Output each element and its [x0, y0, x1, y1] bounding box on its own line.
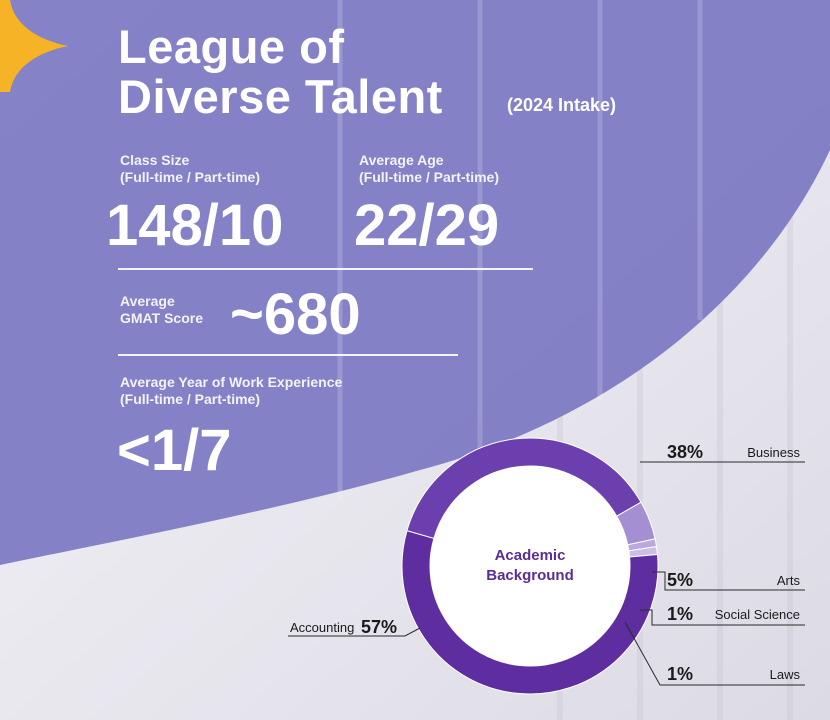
page-title: League of Diverse Talent: [118, 22, 443, 122]
intake-label: (2024 Intake): [507, 95, 617, 115]
class-size-value: 148/10: [106, 193, 284, 258]
leader-accounting: [288, 627, 421, 637]
work-experience-label: Average Year of Work Experience (Full-ti…: [120, 374, 342, 408]
class-size-label: Class Size (Full-time / Part-time): [120, 152, 260, 186]
work-experience-label-line2: (Full-time / Part-time): [120, 391, 261, 407]
leader-social-science: [640, 609, 805, 626]
category-label-social-science: Social Science: [715, 607, 800, 622]
donut-center: [430, 466, 630, 666]
value-label-business: 38%: [667, 442, 703, 462]
divider-2: [118, 354, 458, 356]
value-label-laws: 1%: [667, 664, 693, 684]
star-accent: [0, 0, 68, 92]
average-age-label: Average Age (Full-time / Part-time): [359, 152, 499, 186]
purple-wash-shape: [0, 0, 830, 565]
title-line-1: League of: [118, 20, 345, 73]
class-size-label-line2: (Full-time / Part-time): [120, 169, 261, 185]
category-label-business: Business: [747, 445, 800, 460]
value-label-social-science: 1%: [667, 604, 693, 624]
work-experience-value: <1/7: [117, 418, 232, 483]
chart-title-line2: Background: [486, 567, 574, 584]
leader-arts: [652, 571, 805, 591]
gmat-label-line2: GMAT Score: [120, 310, 203, 326]
work-experience-label-line1: Average Year of Work Experience: [120, 374, 343, 390]
value-label-accounting: 57%: [361, 617, 397, 637]
average-age-value: 22/29: [354, 193, 500, 258]
gmat-label: Average GMAT Score: [120, 293, 203, 327]
value-label-arts: 5%: [667, 570, 693, 590]
chart-title-line1: Academic: [495, 547, 566, 564]
leader-laws: [624, 621, 805, 686]
average-age-label-line2: (Full-time / Part-time): [359, 169, 500, 185]
class-size-label-line1: Class Size: [120, 152, 190, 168]
title-line-2: Diverse Talent: [118, 70, 443, 123]
leader-lines: [288, 461, 805, 686]
category-label-arts: Arts: [777, 573, 801, 588]
divider-1: [118, 268, 533, 270]
average-age-label-line1: Average Age: [359, 152, 444, 168]
gmat-label-line1: Average: [120, 293, 175, 309]
category-label-laws: Laws: [770, 667, 801, 682]
gmat-value: ~680: [230, 282, 361, 347]
category-label-accounting: Accounting: [290, 620, 354, 635]
donut-segments: [401, 437, 659, 695]
